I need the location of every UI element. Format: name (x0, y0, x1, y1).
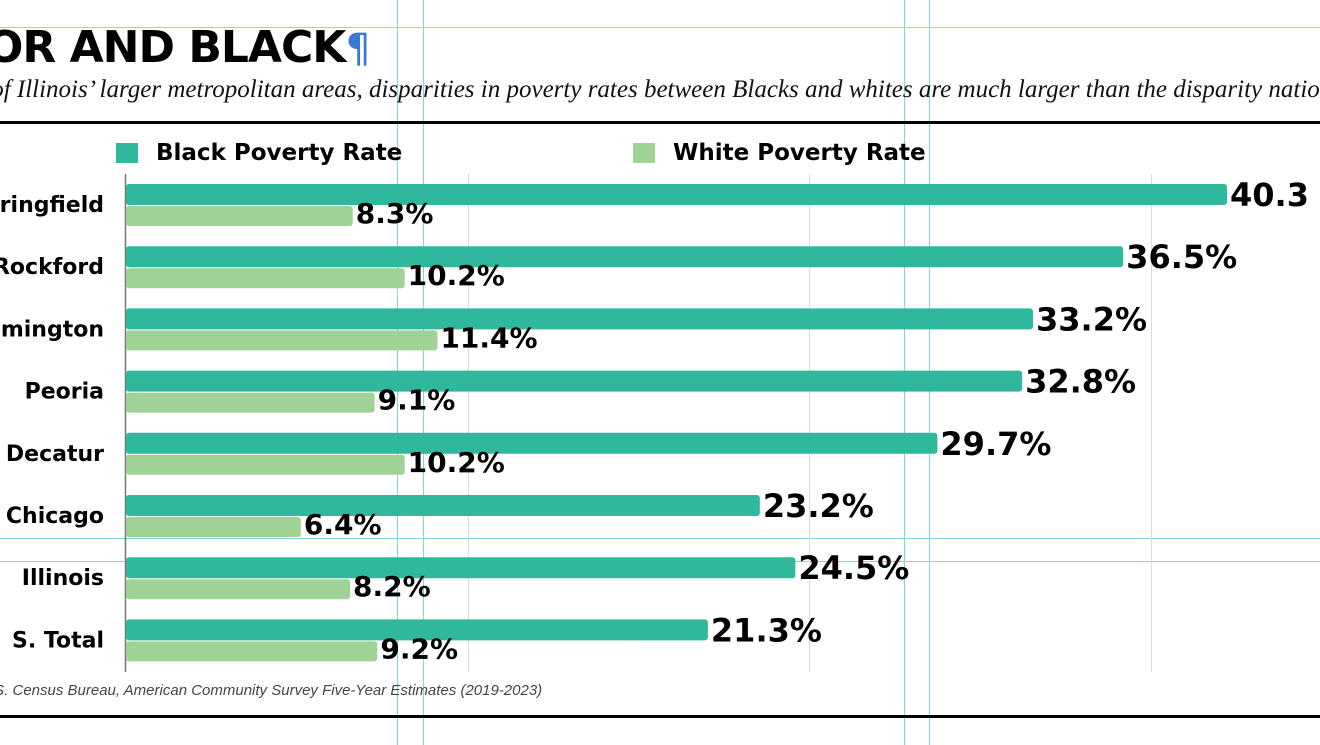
white-rate-bar (126, 268, 405, 289)
black-rate-label: 23.2% (763, 487, 874, 525)
top-rule (0, 121, 1320, 124)
category-label: S. Total (12, 628, 104, 653)
black-rate-bar (126, 495, 760, 516)
legend-label-black: Black Poverty Rate (156, 140, 403, 166)
black-rate-bar (126, 246, 1124, 268)
black-rate-label: 24.5% (798, 549, 909, 587)
category-label: Peoria (25, 380, 104, 405)
guide-line (0, 27, 1320, 28)
black-rate-bar (126, 432, 938, 454)
white-rate-label: 9.1% (378, 384, 456, 417)
legend-swatch-black (116, 143, 138, 163)
black-rate-label: 40.3 (1230, 176, 1309, 214)
black-rate-label: 32.8% (1025, 363, 1136, 401)
pilcrow-icon: ¶ (345, 26, 370, 72)
white-rate-bar (126, 579, 351, 600)
black-rate-label: 29.7% (940, 425, 1051, 463)
category-label: ringfield (0, 193, 104, 218)
category-label: Decatur (6, 442, 104, 467)
white-rate-label: 10.2% (408, 446, 505, 479)
category-label: Rockford (0, 255, 104, 280)
black-rate-label: 33.2% (1036, 300, 1147, 338)
legend-white: White Poverty Rate (633, 140, 926, 166)
source-note: .S. Census Bureau, American Community Su… (0, 682, 543, 699)
white-rate-bar (126, 454, 405, 475)
chart-title: OR AND BLACK¶ (0, 22, 371, 73)
white-rate-bar (126, 330, 438, 351)
legend-black: Black Poverty Rate (116, 140, 402, 166)
guide-line (0, 538, 1320, 539)
black-rate-bar (126, 619, 708, 641)
legend-swatch-white (633, 143, 655, 163)
category-label: Illinois (22, 566, 104, 591)
title-text: OR AND BLACK (0, 22, 346, 73)
category-label: mington (1, 317, 104, 342)
bottom-rule (0, 715, 1320, 718)
black-rate-bar (126, 557, 796, 579)
white-rate-bar (126, 206, 353, 226)
white-rate-bar (126, 641, 378, 662)
white-rate-label: 6.4% (304, 508, 382, 541)
black-rate-bar (126, 184, 1227, 205)
category-label: Chicago (6, 504, 104, 529)
white-rate-label: 10.2% (408, 259, 505, 292)
black-rate-bar (126, 370, 1023, 392)
white-rate-label: 8.3% (356, 197, 434, 230)
black-rate-bar (126, 308, 1034, 330)
white-rate-label: 11.4% (440, 321, 537, 354)
black-rate-label: 21.3% (711, 611, 822, 649)
chart-subtitle: l of Illinois’ larger metropolitan areas… (0, 76, 1320, 103)
black-rate-label: 36.5% (1126, 238, 1237, 276)
white-rate-bar (126, 392, 375, 413)
white-rate-label: 9.2% (380, 632, 458, 665)
white-rate-bar (126, 517, 301, 537)
white-rate-label: 8.2% (353, 570, 431, 603)
legend-label-white: White Poverty Rate (673, 140, 926, 166)
